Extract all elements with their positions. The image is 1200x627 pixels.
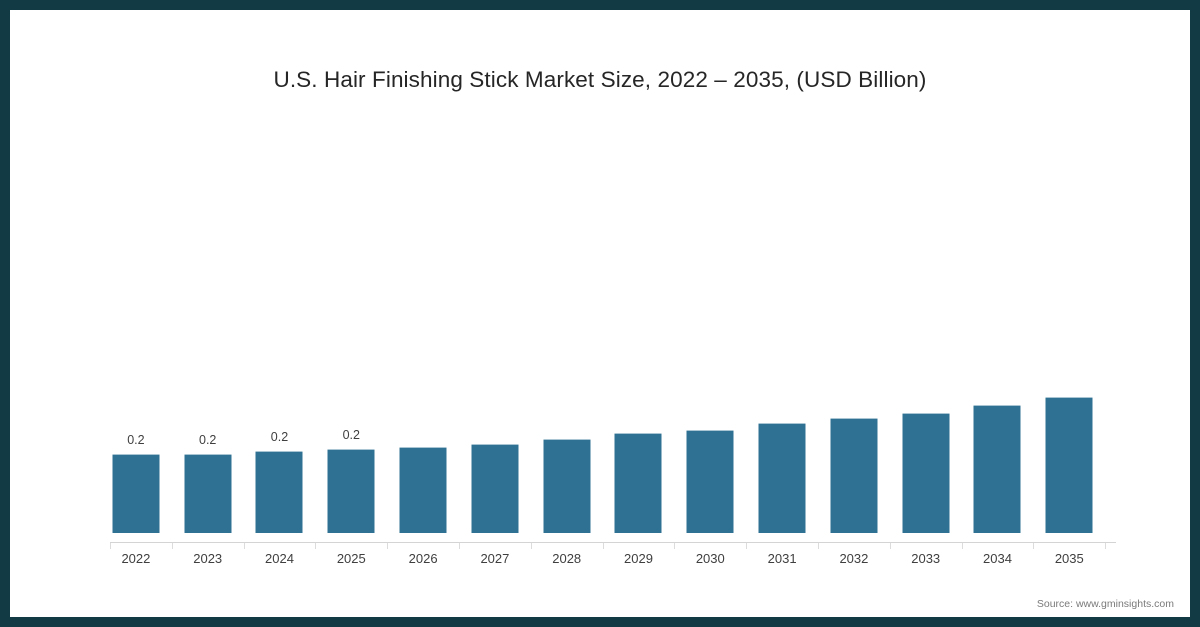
bar-value-label: 0.2	[342, 428, 360, 442]
bar-value-label: 0.2	[127, 433, 145, 447]
x-axis-tick	[530, 543, 532, 549]
page-title: U.S. Hair Finishing Stick Market Size, 2…	[273, 67, 927, 92]
bar-group	[387, 120, 459, 533]
x-tick-label-2029: 2029	[624, 551, 653, 566]
x-axis-tick	[315, 543, 317, 549]
x-axis-tick	[961, 543, 963, 549]
bar[interactable]	[902, 413, 950, 533]
x-tick-label-2027: 2027	[480, 551, 510, 566]
x-axis-tick	[674, 543, 676, 549]
bar[interactable]	[543, 439, 591, 533]
bar-group	[603, 120, 675, 533]
bar[interactable]	[471, 444, 519, 533]
bar-value-label: 0.2	[198, 433, 217, 447]
chart-canvas: U.S. Hair Finishing Stick Market Size, 2…	[10, 10, 1190, 617]
x-tick-label-2031: 2031	[767, 551, 797, 566]
bar-group	[746, 120, 818, 533]
x-axis-tick	[1105, 543, 1107, 549]
x-axis-tick	[746, 543, 748, 549]
bar-group	[818, 120, 890, 533]
bar[interactable]	[184, 454, 232, 533]
x-tick-label-2035: 2035	[1054, 551, 1084, 566]
bar-value-label: 0.2	[270, 430, 289, 444]
x-axis-line	[110, 542, 1116, 543]
bar[interactable]	[830, 418, 878, 533]
x-tick-label-2030: 2030	[695, 551, 725, 566]
x-axis-tick	[889, 543, 891, 549]
bar[interactable]	[255, 451, 303, 533]
bar-group: 0.2	[100, 120, 172, 533]
x-axis-tick	[171, 543, 173, 549]
bar[interactable]	[112, 454, 160, 533]
x-tick-label-2022: 2022	[121, 551, 151, 566]
x-axis-tick-labels: 2022 2023 2024 2025 2026 2027 2028 2029 2030 2031…	[100, 551, 1116, 573]
bar-group: 0.2	[172, 120, 244, 533]
bar-group	[531, 120, 603, 533]
bar[interactable]	[327, 449, 375, 533]
bar-group: 0.2	[315, 120, 387, 533]
source-attribution: Source: www.gminsights.com	[1036, 598, 1174, 610]
x-tick-label-2032: 2032	[839, 551, 869, 566]
bar[interactable]	[686, 430, 734, 533]
bar-group	[459, 120, 531, 533]
x-tick-label-2034: 2034	[983, 551, 1012, 566]
bar-group	[890, 120, 962, 533]
x-axis-tick	[602, 543, 604, 549]
bar[interactable]	[973, 405, 1021, 533]
x-tick-label-2023: 2023	[193, 551, 223, 566]
bar[interactable]	[1045, 397, 1093, 533]
bar-group	[1033, 120, 1105, 533]
x-axis-tick	[459, 543, 460, 549]
x-tick-label-2025: 2025	[336, 551, 366, 566]
bar[interactable]	[758, 423, 806, 533]
plot-area: 0.2 0.2 0.2 0.2	[100, 120, 1116, 533]
x-tick-label-2026: 2026	[408, 551, 438, 566]
x-axis-tick	[387, 543, 389, 549]
x-axis-tick	[1033, 543, 1035, 549]
bar[interactable]	[614, 433, 662, 533]
x-axis-tick	[818, 543, 819, 549]
bar-group: 0.2	[244, 120, 316, 533]
x-axis-tick	[243, 543, 245, 549]
bar-group	[674, 120, 746, 533]
bar[interactable]	[399, 447, 447, 533]
x-tick-label-2024: 2024	[265, 551, 294, 566]
x-tick-label-2028: 2028	[552, 551, 582, 566]
bar-group	[962, 120, 1034, 533]
x-axis-tick	[110, 543, 111, 549]
x-tick-label-2033: 2033	[911, 551, 941, 566]
